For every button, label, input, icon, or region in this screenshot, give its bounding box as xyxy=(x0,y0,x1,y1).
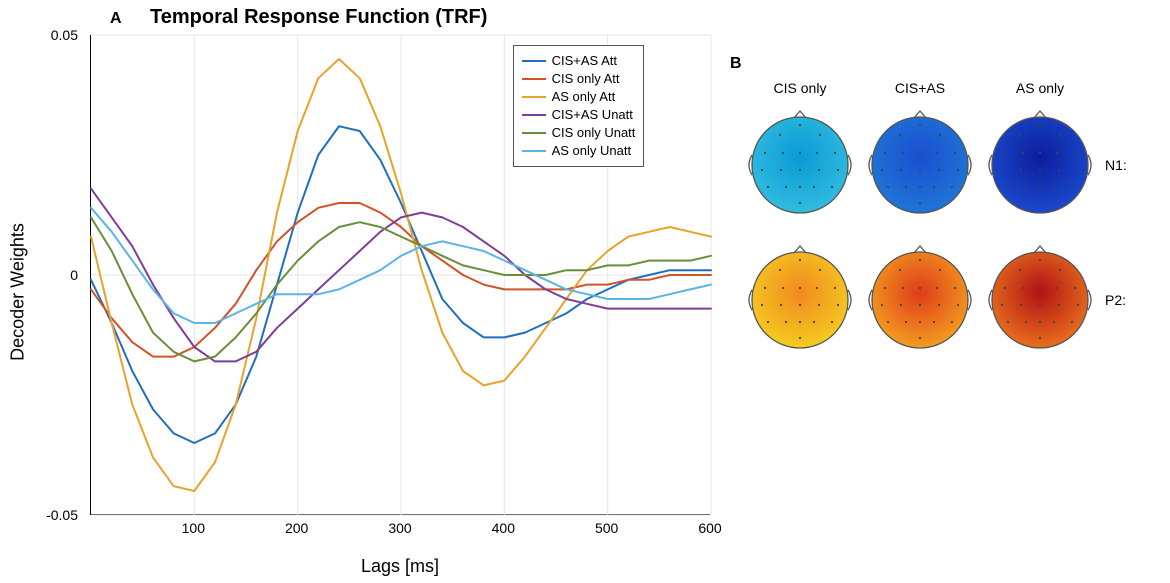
legend-swatch xyxy=(522,78,546,80)
panel-b: B CIS onlyCIS+ASAS onlyN1:P2: xyxy=(735,60,1155,440)
xtick-label: 200 xyxy=(285,520,308,536)
legend-label: CIS only Att xyxy=(552,71,620,86)
y-axis-label: Decoder Weights xyxy=(8,223,29,361)
legend-row: CIS only Unatt xyxy=(522,124,636,142)
legend: CIS+AS Att CIS only Att AS only Att CIS+AS … xyxy=(513,45,645,167)
col-label: CIS only xyxy=(774,80,827,96)
panel-a-label: A xyxy=(110,10,122,28)
legend-row: CIS+AS Unatt xyxy=(522,106,636,124)
figure: A Temporal Response Function (TRF) CIS+A… xyxy=(0,0,1170,583)
chart-title: Temporal Response Function (TRF) xyxy=(150,6,487,29)
topomap xyxy=(750,115,850,215)
legend-label: AS only Unatt xyxy=(552,143,632,158)
row-label: N1: xyxy=(1105,157,1127,173)
ytick-label: 0.05 xyxy=(0,27,78,43)
xtick-label: 500 xyxy=(595,520,618,536)
plot-area: CIS+AS Att CIS only Att AS only Att CIS+AS … xyxy=(90,35,710,515)
col-label: CIS+AS xyxy=(895,80,945,96)
xtick-label: 300 xyxy=(388,520,411,536)
legend-label: CIS+AS Att xyxy=(552,53,617,68)
topomap xyxy=(750,250,850,350)
series-line xyxy=(91,126,711,443)
xtick-container: 100200300400500600 xyxy=(90,516,710,546)
legend-swatch xyxy=(522,132,546,134)
legend-swatch xyxy=(522,150,546,152)
xtick-label: 100 xyxy=(182,520,205,536)
x-axis-label: Lags [ms] xyxy=(361,556,439,577)
legend-label: CIS only Unatt xyxy=(552,125,636,140)
row-label: P2: xyxy=(1105,292,1126,308)
ytick-label: -0.05 xyxy=(0,507,78,523)
panel-b-label: B xyxy=(730,55,742,73)
legend-row: CIS only Att xyxy=(522,70,636,88)
legend-swatch xyxy=(522,114,546,116)
xtick-label: 600 xyxy=(698,520,721,536)
topomap xyxy=(870,250,970,350)
topomap xyxy=(870,115,970,215)
legend-row: AS only Unatt xyxy=(522,142,636,160)
legend-label: AS only Att xyxy=(552,89,616,104)
panel-a: A Temporal Response Function (TRF) CIS+A… xyxy=(0,0,730,583)
series-line xyxy=(91,217,711,361)
series-line xyxy=(91,189,711,362)
legend-swatch xyxy=(522,96,546,98)
topomap xyxy=(990,250,1090,350)
legend-swatch xyxy=(522,60,546,62)
legend-row: AS only Att xyxy=(522,88,636,106)
xtick-label: 400 xyxy=(492,520,515,536)
legend-label: CIS+AS Unatt xyxy=(552,107,633,122)
col-label: AS only xyxy=(1016,80,1064,96)
legend-row: CIS+AS Att xyxy=(522,52,636,70)
topomap xyxy=(990,115,1090,215)
